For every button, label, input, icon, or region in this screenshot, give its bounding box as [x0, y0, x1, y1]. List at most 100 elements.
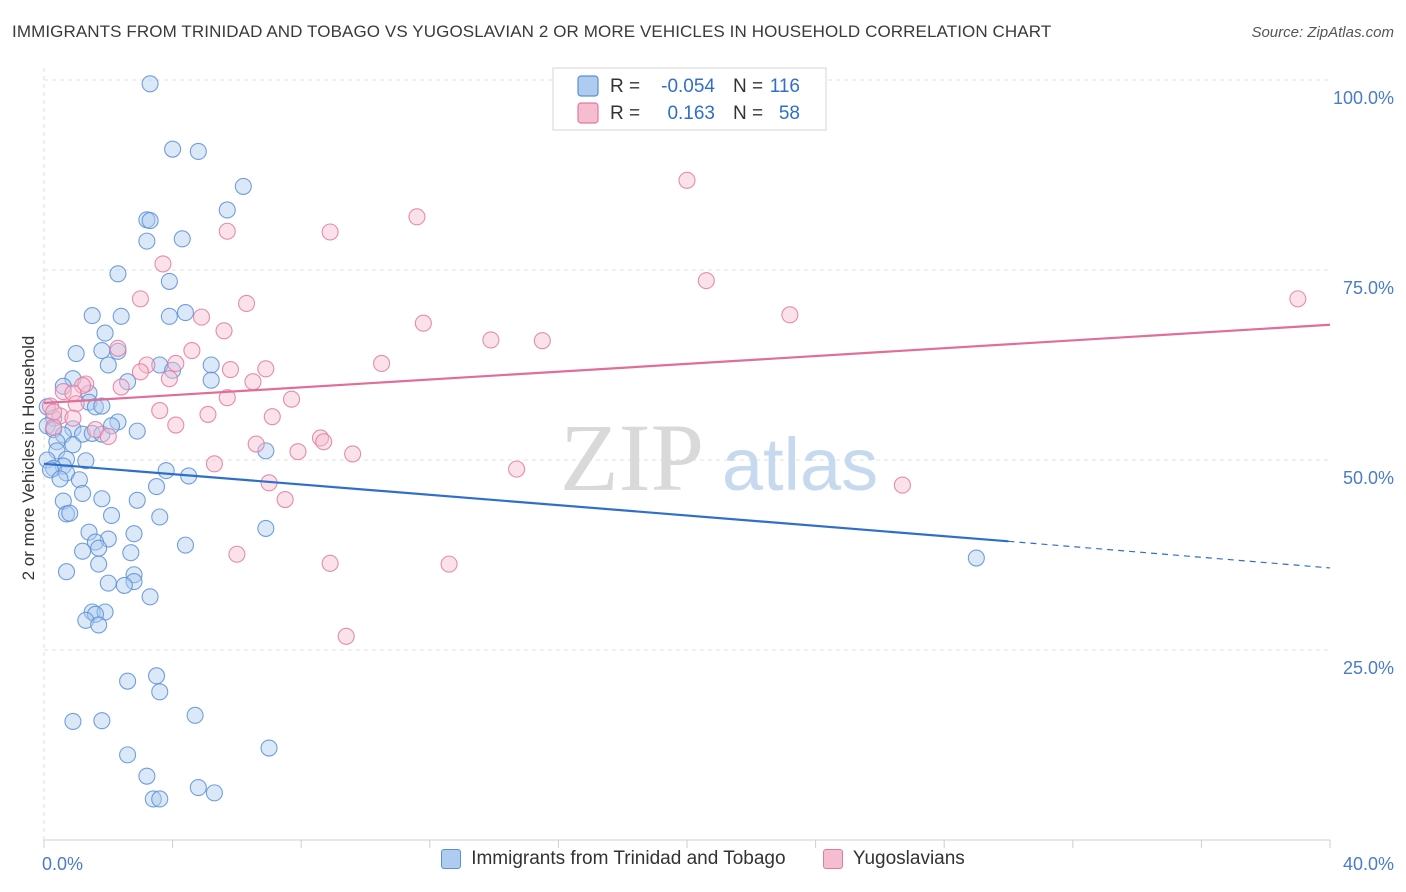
- y-tick-label-2: 75.0%: [1343, 278, 1394, 298]
- x-tick-label-1: 40.0%: [1343, 854, 1394, 874]
- point-0-24: [54, 377, 72, 395]
- point-1-18: [138, 356, 156, 374]
- legend-bottom-item-0: Immigrants from Trinidad and Tobago: [441, 848, 786, 870]
- point-0-97: [189, 779, 207, 797]
- point-0-70: [90, 539, 108, 557]
- point-1-57: [45, 403, 63, 421]
- legend-top-swatch-blue: [577, 75, 599, 97]
- point-1-54: [321, 554, 339, 572]
- point-1-13: [482, 331, 500, 349]
- point-1-49: [508, 460, 526, 478]
- point-0-53: [157, 462, 175, 480]
- point-0-77: [57, 563, 76, 581]
- point-1-29: [218, 389, 236, 407]
- x-tick-label-0: 0.0%: [42, 854, 83, 874]
- point-0-65: [102, 506, 121, 525]
- legend-bottom-swatch-blue: [441, 849, 462, 869]
- point-0-16: [67, 345, 85, 363]
- point-0-43: [48, 433, 66, 451]
- point-1-32: [67, 395, 85, 413]
- point-0-76: [90, 555, 108, 573]
- chart-title: IMMIGRANTS FROM TRINIDAD AND TOBAGO VS Y…: [12, 22, 1052, 41]
- point-1-16: [183, 342, 201, 360]
- point-0-48: [77, 452, 95, 470]
- point-1-10: [781, 306, 799, 324]
- point-0-82: [141, 588, 159, 606]
- point-1-55: [440, 555, 458, 573]
- point-0-2: [189, 142, 207, 160]
- point-0-86: [77, 611, 95, 629]
- point-1-23: [257, 360, 275, 378]
- point-0-100: [151, 790, 169, 808]
- point-0-12: [112, 307, 130, 325]
- legend-top-n-value-0: 116: [770, 76, 800, 97]
- point-1-28: [112, 378, 130, 396]
- point-1-14: [533, 332, 551, 350]
- legend-bottom-item-1: Yugoslavians: [822, 848, 965, 870]
- point-0-81: [115, 576, 133, 594]
- point-1-44: [315, 433, 333, 451]
- tick-labels: 25.0% 50.0% 75.0% 100.0% 0.0% 40.0%: [42, 88, 1394, 874]
- point-0-17: [93, 342, 111, 360]
- legend-bottom-label-0: Immigrants from Trinidad and Tobago: [471, 848, 786, 869]
- trend-line-blue: [43, 462, 1009, 543]
- point-0-20: [99, 356, 117, 374]
- point-0-6: [141, 212, 159, 230]
- series-yugoslavians: [41, 171, 1307, 645]
- point-0-98: [205, 784, 223, 802]
- legend-bottom: Immigrants from Trinidad and Tobago Yugo…: [0, 848, 1406, 875]
- legend-top-n-label-0: N =: [733, 76, 763, 97]
- point-1-37: [64, 409, 82, 427]
- point-0-91: [186, 706, 204, 724]
- point-0-3: [234, 177, 252, 195]
- y-axis-label: 2 or more Vehicles in Household: [19, 336, 38, 581]
- point-0-57: [147, 478, 166, 496]
- point-1-11: [414, 314, 432, 332]
- point-0-13: [176, 304, 195, 322]
- point-0-93: [93, 712, 111, 730]
- point-1-47: [344, 445, 362, 463]
- point-1-4: [154, 255, 172, 273]
- point-0-4: [218, 201, 236, 219]
- point-0-44: [64, 436, 82, 454]
- point-0-14: [160, 307, 178, 325]
- point-1-51: [893, 476, 911, 494]
- point-0-92: [64, 712, 82, 730]
- point-1-39: [167, 416, 185, 434]
- point-0-78: [125, 566, 143, 584]
- trend-line-pink: [43, 323, 1331, 405]
- point-1-8: [1289, 290, 1307, 308]
- point-0-85: [86, 605, 104, 623]
- point-0-55: [51, 470, 69, 488]
- y-tick-label-1: 50.0%: [1343, 468, 1394, 488]
- point-0-90: [151, 683, 169, 701]
- watermark-atlas: atlas: [722, 423, 878, 506]
- point-0-9: [109, 265, 127, 283]
- point-0-41: [128, 422, 146, 440]
- point-1-52: [276, 490, 294, 509]
- point-1-30: [283, 390, 301, 408]
- point-0-27: [202, 371, 220, 389]
- point-1-48: [205, 455, 223, 473]
- y-tick-label-0: 25.0%: [1343, 658, 1394, 678]
- point-0-60: [93, 490, 111, 508]
- point-0-58: [74, 484, 92, 502]
- point-1-15: [109, 339, 127, 357]
- legend-top-swatch-pink: [577, 102, 599, 124]
- legend-top-r-label-0: R =: [610, 76, 640, 97]
- point-1-25: [244, 373, 262, 391]
- point-1-12: [215, 322, 233, 340]
- point-1-2: [218, 222, 236, 240]
- point-1-35: [199, 405, 217, 423]
- point-1-6: [131, 290, 149, 308]
- point-0-89: [147, 667, 166, 685]
- legend-bottom-label-1: Yugoslavians: [852, 848, 965, 869]
- point-0-7: [138, 232, 156, 250]
- point-0-56: [70, 471, 88, 489]
- point-1-5: [697, 272, 715, 290]
- point-0-79: [99, 574, 117, 592]
- point-0-37: [74, 425, 92, 443]
- legend-top-n-label-1: N =: [733, 103, 763, 124]
- point-0-87: [90, 616, 108, 634]
